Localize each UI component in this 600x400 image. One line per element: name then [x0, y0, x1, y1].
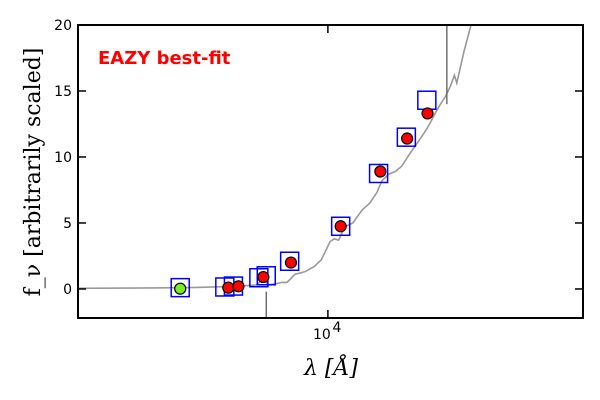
- x-tick-label-exponent: 4: [332, 320, 341, 336]
- observed-flux-point: [421, 107, 434, 120]
- model-flux-box: [170, 277, 190, 298]
- model-flux-box: [256, 266, 277, 286]
- plot-frame: [77, 24, 584, 319]
- y-axis-label: f_ν [arbitrarily scaled]: [21, 48, 46, 297]
- observed-flux-point: [174, 282, 187, 295]
- x-axis-label: λ [Å]: [303, 353, 358, 381]
- y-tick-label: 20: [54, 18, 72, 34]
- chart-title: EAZY best-fit: [98, 48, 231, 69]
- model-flux-box: [417, 90, 437, 110]
- observed-flux-point: [334, 220, 347, 233]
- model-flux-box: [396, 127, 417, 147]
- y-tick-label: 5: [63, 216, 72, 232]
- model-photometry-layer: [170, 90, 437, 298]
- model-flux-box: [368, 163, 389, 184]
- y-tick-label: 15: [54, 84, 72, 100]
- observed-flux-point: [374, 165, 387, 178]
- x-tick-label: 10: [313, 327, 331, 343]
- y-tick-label: 10: [54, 150, 72, 166]
- observed-flux-point: [401, 132, 414, 145]
- observed-flux-point: [284, 256, 298, 269]
- observed-photometry-layer: [174, 107, 434, 295]
- model-flux-box: [330, 216, 351, 237]
- observed-flux-point: [257, 270, 270, 284]
- observed-flux-point: [232, 280, 245, 293]
- observed-flux-point: [222, 281, 235, 294]
- y-tick-label: 0: [63, 282, 72, 298]
- model-flux-box: [279, 251, 300, 271]
